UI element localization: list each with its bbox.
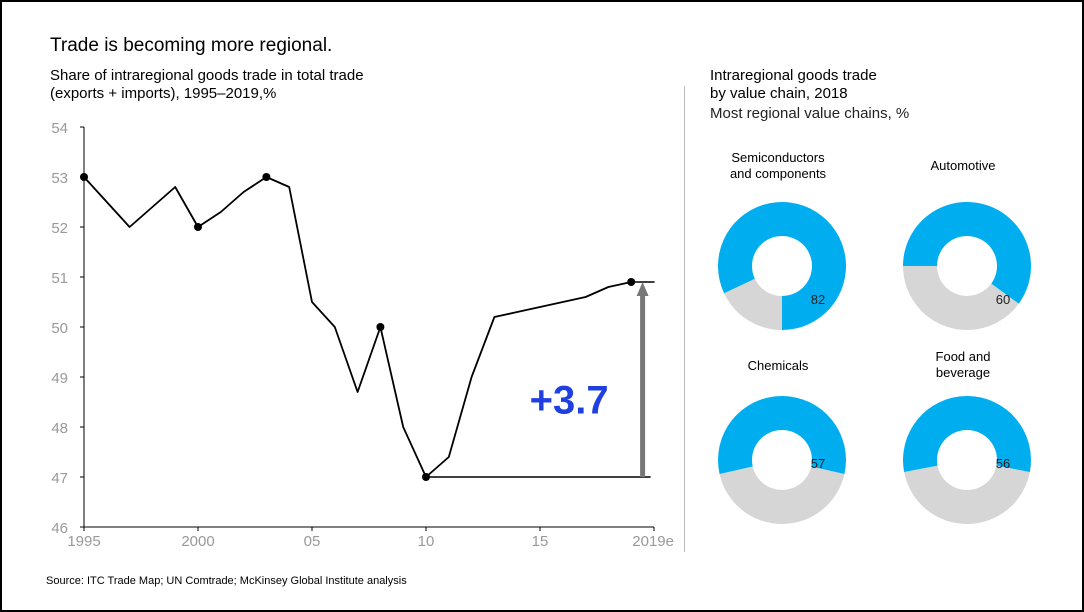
donut-value-label: 60 — [996, 292, 1010, 307]
x-tick-label: 2000 — [181, 533, 214, 550]
donut-name-line: beverage — [935, 365, 991, 380]
donut-value-segment — [903, 202, 1031, 304]
data-point-marker — [422, 473, 430, 481]
donut-section-title: Intraregional goods trade by value chain… — [710, 67, 1010, 103]
donut-value-segment — [718, 202, 846, 330]
y-tick-label: 47 — [51, 470, 68, 487]
y-tick-label: 46 — [51, 520, 68, 537]
donut-value-segment — [718, 396, 846, 474]
x-tick-label: 05 — [304, 533, 321, 550]
donut-rest-segment — [719, 466, 845, 525]
x-tick-label: 2019e — [632, 533, 674, 550]
line-chart-subtitle-line2: (exports + imports), 1995–2019,% — [50, 85, 277, 102]
y-tick-label: 49 — [51, 370, 68, 387]
donut-name-label: Semiconductors and components — [693, 150, 863, 182]
data-point-marker — [262, 173, 271, 181]
donut-section-title-line1: Intraregional goods trade — [710, 67, 877, 84]
y-tick-label: 52 — [51, 220, 68, 237]
donut-rest-segment — [724, 278, 782, 330]
delta-annotation: +3.7 — [530, 379, 609, 423]
donut-section-title-line2: by value chain, 2018 — [710, 85, 848, 102]
data-point-marker — [627, 278, 636, 286]
y-tick-label: 51 — [51, 270, 68, 287]
donut-section-subtitle: Most regional value chains, % — [710, 105, 910, 122]
x-tick-label: 15 — [532, 533, 549, 550]
donut-value-segment — [902, 395, 1031, 472]
donut-name-line: Food and — [935, 349, 991, 364]
line-chart-subtitle: Share of intraregional goods trade in to… — [50, 67, 470, 103]
delta-arrow-head — [636, 282, 649, 296]
donut-value-label: 56 — [996, 456, 1010, 471]
x-tick-label: 10 — [418, 533, 435, 550]
y-tick-label: 48 — [51, 420, 68, 437]
line-chart-subtitle-line1: Share of intraregional goods trade in to… — [50, 67, 364, 84]
donut-name-line: Chemicals — [747, 358, 809, 373]
data-point-marker — [194, 223, 202, 231]
donut-name-line: Semiconductors — [731, 150, 825, 165]
donut-rest-segment — [903, 266, 1019, 331]
y-tick-label: 53 — [51, 170, 68, 187]
donut-name-label: Food and beverage — [878, 349, 1048, 381]
donut-value-label: 57 — [811, 456, 825, 471]
series-line — [83, 176, 632, 478]
data-point-marker — [80, 173, 88, 181]
x-tick-label: 1995 — [67, 533, 100, 550]
page-title: Trade is becoming more regional. — [50, 35, 333, 56]
donut-rest-segment — [904, 465, 1030, 524]
donut-name-line: and components — [729, 166, 827, 181]
data-point-marker — [376, 323, 385, 331]
section-divider — [684, 86, 685, 552]
donut-value-label: 82 — [811, 292, 825, 307]
y-tick-label: 50 — [51, 320, 68, 337]
donut-name-label: Automotive — [878, 158, 1048, 174]
y-tick-label: 54 — [51, 120, 68, 137]
source-note: Source: ITC Trade Map; UN Comtrade; McKi… — [46, 575, 407, 587]
donut-name-line: Automotive — [930, 158, 996, 173]
donut-name-label: Chemicals — [693, 358, 863, 374]
